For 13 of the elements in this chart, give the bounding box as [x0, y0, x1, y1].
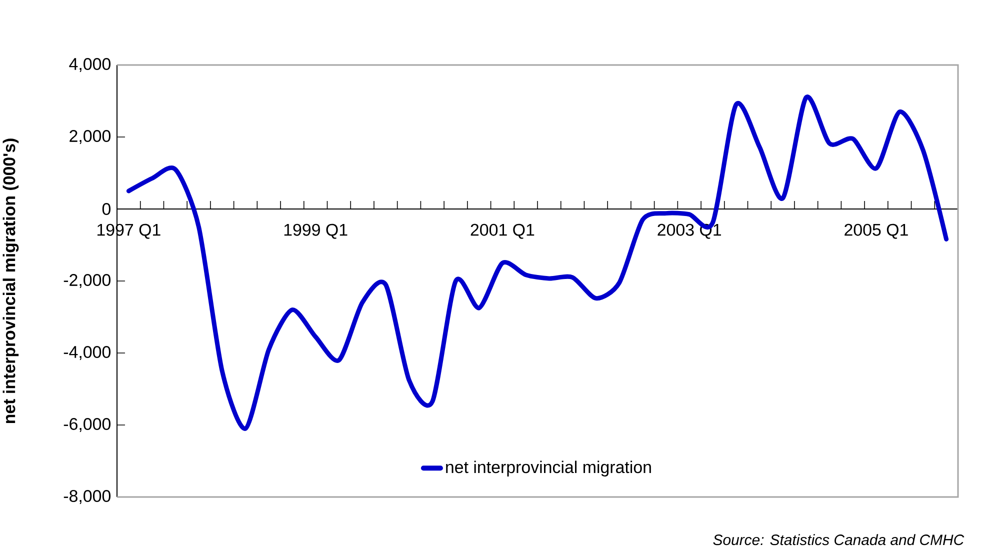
y-tick-label: -2,000 — [64, 274, 111, 288]
x-tick-label: 1999 Q1 — [284, 224, 348, 239]
y-tick-label: -4,000 — [64, 346, 111, 360]
source-note: Source: Statistics Canada and CMHC — [713, 534, 964, 546]
y-tick-label: 0 — [102, 202, 111, 215]
legend-label: net interprovincial migration — [446, 460, 651, 476]
x-tick-label: 2005 Q1 — [844, 224, 908, 239]
y-tick-label: -8,000 — [64, 490, 111, 504]
y-tick-label: -6,000 — [64, 418, 111, 432]
y-tick-label: 4,000 — [69, 58, 111, 72]
y-axis-title: net interprovincial migration (000's) — [2, 138, 19, 424]
y-tick-label: 2,000 — [70, 130, 111, 144]
x-tick-label: 2001 Q1 — [470, 224, 534, 239]
